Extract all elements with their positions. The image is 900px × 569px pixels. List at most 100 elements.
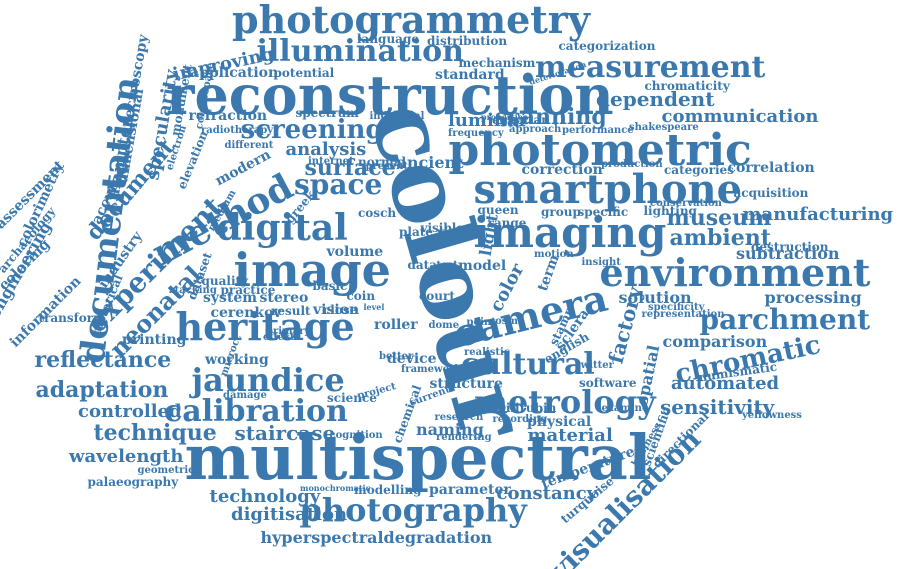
word-application: application [190, 65, 279, 81]
word-printing: printing [122, 332, 187, 348]
word-insight: insight [581, 257, 621, 268]
word-destruction: destruction [751, 240, 829, 254]
word-system: system [203, 290, 258, 306]
word-constancy: constancy [496, 483, 598, 504]
word-space: space [294, 168, 383, 201]
word-luminar: luminar [448, 110, 529, 131]
word-performance: performance [562, 125, 634, 136]
word-digitisation: digitisation [231, 504, 348, 525]
word-factory: factory [603, 283, 647, 367]
word-degradation: degradation [383, 528, 493, 547]
word-physical: physical [527, 414, 592, 430]
word-stacking: stacking [169, 285, 217, 296]
word-dome: dome [428, 320, 460, 331]
word-approach: approach [509, 124, 562, 135]
word-digital: digital [216, 207, 348, 249]
word-recording: recording [492, 414, 548, 425]
word-modelling: modelling [354, 483, 422, 497]
word-scanning: scanning [495, 104, 607, 130]
word-cultural: cultural [461, 347, 595, 382]
word-automated: automated [671, 373, 780, 394]
word-solution: solution [618, 288, 692, 307]
word-volume: volume [326, 244, 384, 260]
word-practice: practice [220, 283, 276, 297]
word-spectrum: spectrum [295, 106, 359, 120]
word-acquisition: acquisition [733, 186, 809, 200]
word-plate-view: plate view [399, 225, 467, 239]
word-jaundice: jaundice [191, 361, 345, 399]
word-staircase: staircase [234, 421, 336, 445]
word-specific: specific [577, 205, 629, 219]
word-representation: representation [641, 309, 725, 320]
word-monochromatic: monochromatic [300, 483, 371, 493]
word-properties: properties [481, 112, 528, 122]
word-test: test [436, 260, 458, 271]
word-categorization: categorization [558, 39, 656, 53]
word-photogrammetry: photogrammetry [232, 0, 590, 42]
word-parchment: parchment [699, 303, 871, 336]
word-science: science [327, 391, 377, 405]
word-bilirubin: bilirubin [497, 401, 557, 415]
word-photometric: photometric [448, 125, 752, 176]
word-sensitivity: sensitivity [660, 395, 775, 419]
word-examine: examine [601, 403, 649, 414]
word-primary: primary [266, 326, 311, 337]
word-roller: roller [374, 317, 418, 333]
word-standard: standard [435, 67, 505, 83]
word-cerenkov: cerenkov [210, 305, 282, 321]
word-manufacturing: manufacturing [742, 204, 894, 225]
word-cognition: cognition [329, 430, 383, 441]
word-technology: technology [209, 486, 321, 507]
word-device: device [387, 351, 437, 367]
word-queen: queen [477, 203, 519, 217]
word-group: group [541, 205, 581, 219]
word-geometric: geometric [137, 465, 195, 476]
word-shakespeare: shakespeare [629, 122, 699, 133]
word-motion: motion [534, 249, 574, 260]
word-conservation: conservation [650, 198, 722, 209]
word-specificity: specificity [648, 302, 705, 313]
word-ancient: ancient [396, 153, 464, 172]
word-quality: quality [201, 274, 249, 288]
word-metrology: metrology [474, 383, 656, 421]
word-data: data [407, 258, 437, 272]
word-analysis: analysis [285, 139, 367, 160]
word-hyperspectral: hyperspectral [260, 528, 384, 547]
word-parameter: parameter [429, 482, 511, 498]
word-illumination: illumination [256, 34, 464, 69]
word-mechanism: mechanism [458, 56, 536, 70]
word-cosmo: cosmo [489, 316, 525, 327]
word-processing: processing [764, 288, 862, 307]
word-wavelength: wavelength [69, 446, 184, 467]
word-present: present [365, 161, 409, 172]
word-basic: basic [312, 279, 348, 293]
word-structure: structure [429, 376, 503, 392]
word-correction: correction [521, 162, 603, 178]
word-correlation: correlation [727, 160, 815, 176]
word-range: range [487, 216, 527, 230]
word-coin: coin [346, 289, 376, 303]
word-research: research [434, 412, 484, 423]
word-image: image [233, 243, 391, 297]
word-refraction: refraction [188, 108, 268, 124]
word-heritage: heritage [175, 304, 355, 349]
word-communication: communication [661, 106, 819, 127]
word-production: production [601, 159, 663, 170]
word-egyptian: egyptian [492, 113, 550, 127]
word-reconstruction: reconstruction [166, 63, 614, 127]
word-stereo: stereo [259, 290, 309, 306]
word-surface: surface [304, 155, 396, 181]
word-subtraction: subtraction [736, 244, 840, 263]
word-close: close [323, 303, 358, 317]
word-rendering: rendering [436, 432, 492, 443]
word-normal: normal [358, 155, 407, 169]
word-measurement: measurement [535, 50, 766, 85]
word-smartphone: smartphone [473, 166, 743, 213]
word-imaging: imaging [473, 208, 667, 257]
word-naming: naming [416, 420, 484, 439]
word-software: software [579, 376, 637, 390]
word-visible: visible [420, 221, 464, 235]
word-yellowness: yellowness [742, 410, 802, 421]
word-point: point [466, 317, 496, 328]
